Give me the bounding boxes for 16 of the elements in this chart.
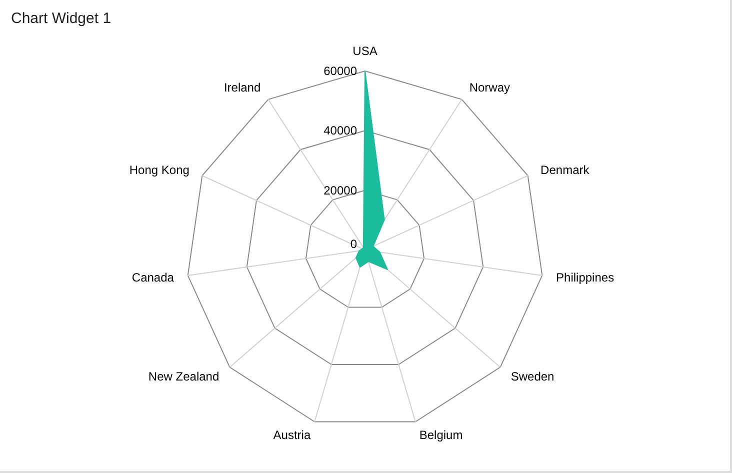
spoke-label: Denmark bbox=[540, 162, 590, 177]
spoke-label: Ireland bbox=[224, 80, 261, 95]
spoke-label: Belgium bbox=[419, 428, 463, 442]
y-tick-label: 60000 bbox=[324, 64, 358, 78]
spoke-label: Hong Kong bbox=[129, 162, 190, 177]
spoke-label: Norway bbox=[469, 80, 510, 95]
y-tick-label: 0 bbox=[350, 237, 358, 251]
chart-title: Chart Widget 1 bbox=[11, 10, 112, 27]
spoke-label: Sweden bbox=[510, 369, 554, 384]
y-tick-label: 20000 bbox=[324, 183, 358, 198]
y-tick-label: 40000 bbox=[324, 124, 358, 138]
spoke-label: Philippines bbox=[556, 270, 614, 284]
spoke-label: USA bbox=[352, 44, 378, 58]
spoke-label: Austria bbox=[273, 428, 311, 442]
spoke-label: Canada bbox=[132, 270, 174, 284]
spoke-label: New Zealand bbox=[148, 369, 220, 384]
